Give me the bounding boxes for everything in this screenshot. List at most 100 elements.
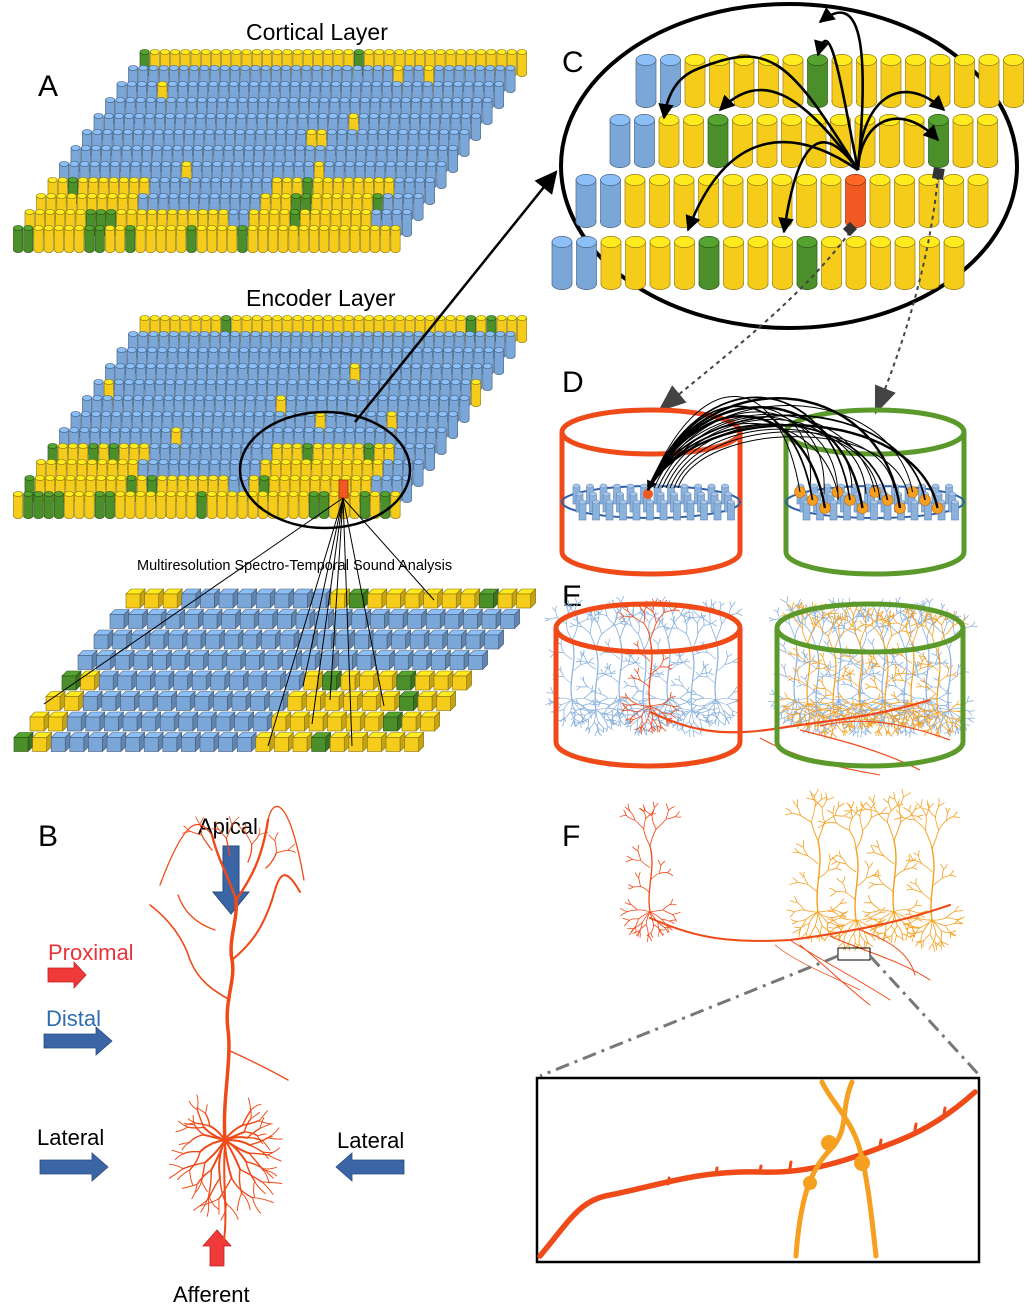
spectral-cube [124,731,146,753]
spectral-cube [140,711,162,732]
spectral-cube [377,670,398,691]
spectral-cube [425,608,446,630]
spectral-cube [369,608,391,630]
layer-column [227,491,238,519]
spectral-cube [295,608,316,630]
spectral-cube [310,731,332,753]
spectral-cube [196,711,218,732]
spectral-cube [273,731,295,753]
zoom-column [722,174,744,228]
spectral-cube [31,731,53,753]
spectral-cube [231,690,252,712]
layer-column [257,491,268,519]
spectral-cube [319,649,340,671]
layer-column [217,491,228,519]
spectral-cube [13,731,34,753]
zoom-column [894,236,916,290]
zoom-column [635,54,657,108]
spectral-cube [204,629,226,650]
spectral-cube [247,670,268,691]
lateral-right-arrow [335,1152,405,1182]
spectral-cube [183,608,205,630]
spectral-cube [393,649,414,671]
spectral-cube [460,588,481,609]
layer-column [402,475,412,503]
spectral-cube [149,629,170,650]
sound-analysis-title: Multiresolution Spectro-Temporal Sound A… [137,558,452,574]
zoom-column [649,236,671,290]
zoom-column [624,174,646,228]
spectral-cube [143,588,165,609]
spectral-cube [93,629,114,650]
zoom-column [845,236,867,290]
spectral-cube [103,711,125,732]
zoom-column [684,54,706,108]
zoom-column [660,54,681,108]
spectral-cube [271,711,292,732]
layer-column [43,491,54,519]
afferent-label: Afferent [173,1282,250,1307]
spectral-cube [122,711,143,732]
layer-column [84,491,95,519]
spectral-cube [202,608,223,630]
spectral-cube [435,690,457,712]
zoom-column [905,54,926,108]
spectral-cube [329,731,350,753]
layer-column [380,491,391,519]
layer-column [13,225,24,253]
proximal-label: Proximal [48,940,134,965]
spectral-cube [465,629,486,650]
spectral-cube [151,649,173,671]
spectral-cube [117,670,138,691]
panel-e-label: E [562,580,582,613]
spectral-cube [165,608,186,630]
spectral-cube [367,588,388,609]
spectral-cube [419,711,441,732]
layer-column [268,225,279,253]
layer-column [74,491,85,519]
zoom-column [869,174,891,228]
layer-column [64,491,75,519]
spectral-cube [265,670,287,691]
spectral-cube [260,629,282,650]
layer-column [176,491,187,519]
zoom-column [683,114,704,168]
spectral-cube [364,711,385,732]
spectral-cube [146,608,167,630]
encoder-selected-cell [338,479,349,499]
spectral-cube [101,690,122,712]
layer-column [13,491,24,519]
spectral-cube [159,711,180,732]
spectral-cube [348,588,369,609]
layer-column [413,459,424,487]
spectral-cube [98,670,119,691]
spectral-cube [263,649,284,671]
spectral-cube [167,629,189,650]
spectral-cube [483,629,505,650]
zoom-column [649,174,670,228]
spectral-cube [403,731,425,753]
spectral-cube [79,670,101,691]
spectral-cube [406,608,428,630]
layer-column [247,225,258,253]
zoom-column [919,236,940,290]
layer-column [359,491,370,519]
spectral-cube [172,670,194,691]
spectral-cube [215,711,236,732]
spectral-cube [47,711,69,732]
zoom-column [952,114,974,168]
spectral-cube [412,649,433,671]
zoom-column [845,174,866,228]
zoom-column [625,236,646,290]
panel-c-label: C [562,46,584,79]
zoom-column [796,174,817,228]
zoom-column [954,54,975,108]
zoom-column [733,54,755,108]
zoom-column [978,54,1000,108]
layer-column [196,491,207,519]
spectral-cube [499,608,521,630]
layer-column [155,225,166,253]
spectral-cube [340,670,361,691]
zoom-column [747,236,769,290]
spectral-cube [414,670,436,691]
